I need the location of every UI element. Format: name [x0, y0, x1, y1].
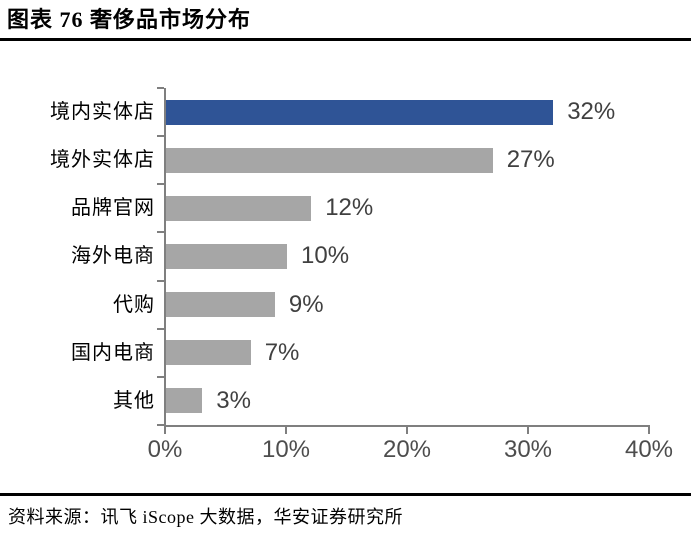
x-tick-label: 40% [624, 436, 674, 463]
y-axis-tick [157, 279, 164, 282]
bar [166, 340, 251, 366]
source-text: 资料来源：讯飞 iScope 大数据，华安证券研究所 [8, 507, 403, 527]
y-axis-tick [157, 424, 164, 426]
y-axis-tick [157, 183, 164, 186]
category-label: 国内电商 [71, 341, 155, 364]
x-tick-label: 20% [382, 436, 432, 463]
x-axis-tick [164, 427, 166, 434]
category-label: 品牌官网 [71, 197, 155, 220]
bar [166, 99, 554, 125]
y-axis-tick [157, 327, 164, 330]
x-tick-label: 0% [147, 436, 183, 463]
x-tick-label: 10% [261, 436, 311, 463]
bar [166, 147, 493, 173]
value-label: 27% [506, 146, 555, 174]
bar [166, 244, 287, 269]
y-axis-tick [157, 87, 164, 89]
y-axis-tick [157, 135, 164, 138]
x-axis-tick [527, 427, 529, 434]
x-axis [164, 425, 650, 427]
y-axis [164, 88, 166, 427]
x-axis-tick [648, 427, 650, 434]
value-label: 12% [325, 194, 374, 222]
x-axis-tick [406, 427, 408, 434]
category-label: 海外电商 [71, 245, 155, 268]
y-axis-tick [157, 375, 164, 378]
category-label: 其他 [113, 389, 155, 412]
title-divider-rule [0, 38, 691, 41]
bar [166, 388, 203, 414]
category-label: 境外实体店 [50, 149, 155, 172]
category-label: 代购 [113, 293, 155, 316]
value-label: 9% [288, 290, 324, 318]
bar [166, 292, 275, 318]
value-label: 3% [216, 386, 251, 414]
figure-title: 图表 76 奢侈品市场分布 [7, 7, 252, 32]
category-label: 境内实体店 [50, 101, 155, 123]
y-axis-tick [157, 231, 164, 234]
x-tick-label: 30% [503, 436, 553, 463]
value-label: 10% [301, 242, 350, 270]
value-label: 7% [264, 338, 300, 366]
value-label: 32% [567, 98, 616, 125]
source-divider-rule [0, 493, 691, 496]
x-axis-tick [285, 427, 287, 434]
bar [166, 195, 312, 221]
